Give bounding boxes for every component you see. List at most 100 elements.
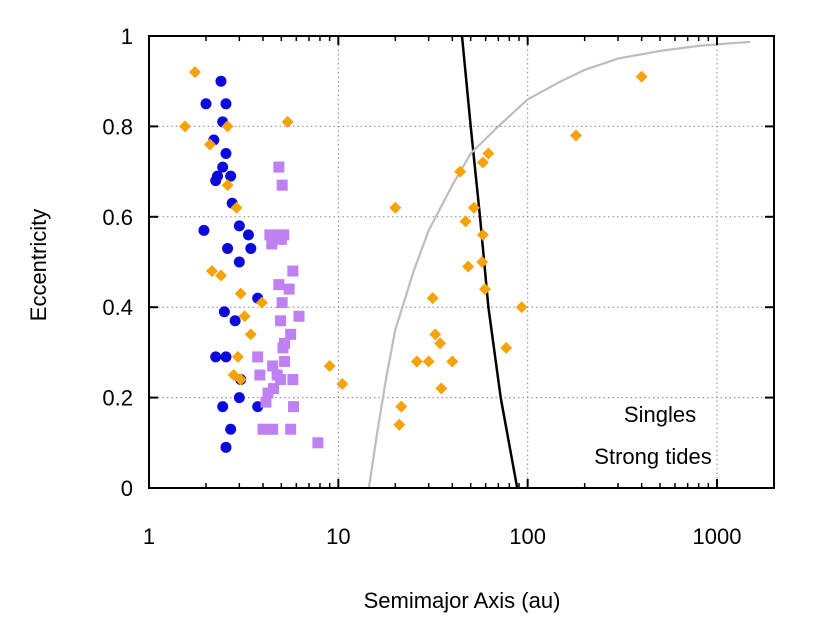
y-axis-label: Eccentricity [26,209,51,321]
data-point-diamond [476,156,489,169]
data-point-diamond [395,400,408,413]
data-point-square [273,161,285,173]
data-point-square [267,360,279,372]
data-point-square [254,369,266,381]
data-point-square [266,238,278,250]
data-point-circle [220,98,232,110]
data-point-diamond [446,355,459,368]
data-point-circle [217,401,229,413]
data-point-diamond [410,355,423,368]
data-point-diamond [238,310,251,323]
x-tick-label: 10 [326,524,350,549]
gray-model-curve [367,40,751,489]
data-point-circle [198,224,210,236]
data-point-square [283,283,295,295]
annotation-strong-tides: Strong tides [594,444,711,469]
data-point-diamond [478,283,491,296]
data-point-diamond [393,418,406,431]
data-point-circle [218,306,230,318]
data-point-diamond [570,129,583,142]
data-point-diamond [204,138,217,151]
axis-ticks: 1 10 100 1000 0 0.2 0.4 0.6 0.8 1 [102,24,774,549]
data-point-square [268,383,280,395]
data-point-circle [222,242,234,254]
y-tick-label: 0.8 [102,114,133,139]
data-point-diamond [231,350,244,363]
data-point-square [312,437,324,449]
data-point-diamond [189,66,202,79]
data-point-diamond [221,120,234,133]
data-point-diamond [462,260,475,273]
data-point-square [293,310,305,322]
data-point-diamond [244,328,257,341]
data-point-circle [217,161,229,173]
data-point-square [277,342,289,354]
x-tick-label: 1 [143,524,155,549]
data-point-square [252,351,264,363]
plot-frame [148,35,775,489]
data-point-circle [233,220,245,232]
data-point-diamond [500,341,513,354]
y-tick-label: 0 [121,476,133,501]
annotation-singles: Singles [624,402,696,427]
data-point-square [267,423,279,435]
y-tick-label: 0.2 [102,386,133,411]
data-point-diamond [454,165,467,178]
data-point-diamond [230,201,243,214]
data-point-circle [229,315,241,327]
data-point-square [285,328,297,340]
data-point-diamond [476,228,489,241]
data-point-diamond [205,265,218,278]
data-point-circle [233,392,245,404]
data-points [179,66,648,453]
data-point-circle [233,256,245,268]
y-tick-label: 0.4 [102,295,133,320]
x-tick-label: 100 [509,524,546,549]
y-tick-label: 1 [121,24,133,49]
data-point-circle [220,351,232,363]
data-point-square [276,179,288,191]
data-point-circle [200,98,212,110]
data-point-square [288,401,300,413]
data-point-circle [210,351,222,363]
data-point-circle [252,401,264,413]
data-point-diamond [221,179,234,192]
data-point-circle [245,242,257,254]
data-point-diamond [515,301,528,314]
data-point-diamond [429,328,442,341]
data-point-diamond [434,337,447,350]
data-point-square [287,265,299,277]
data-point-square [276,297,288,309]
data-point-circle [220,148,232,160]
data-point-square [260,396,272,408]
data-point-square [279,355,291,367]
data-point-diamond [234,373,247,386]
data-point-square [262,387,274,399]
data-point-diamond [426,292,439,305]
x-tick-label: 1000 [693,524,742,549]
data-point-diamond [435,382,448,395]
data-point-square [287,374,299,386]
data-point-circle [225,423,237,435]
data-point-circle [242,229,254,241]
data-point-diamond [482,147,495,160]
data-point-circle [225,170,237,182]
data-point-diamond [255,296,268,309]
data-point-diamond [635,70,648,83]
data-point-diamond [179,120,192,133]
data-point-square [275,374,287,386]
data-point-diamond [422,355,435,368]
data-point-square [273,279,285,291]
x-axis-label: Semimajor Axis (au) [364,588,561,613]
data-point-diamond [323,359,336,372]
data-point-diamond [459,215,472,228]
data-point-diamond [281,115,294,128]
data-point-square [275,315,287,327]
data-point-square [257,423,269,435]
data-point-square [285,423,297,435]
grid-lines [149,36,774,488]
data-point-square [275,233,287,245]
data-point-square [264,229,276,241]
data-point-diamond [476,256,489,268]
